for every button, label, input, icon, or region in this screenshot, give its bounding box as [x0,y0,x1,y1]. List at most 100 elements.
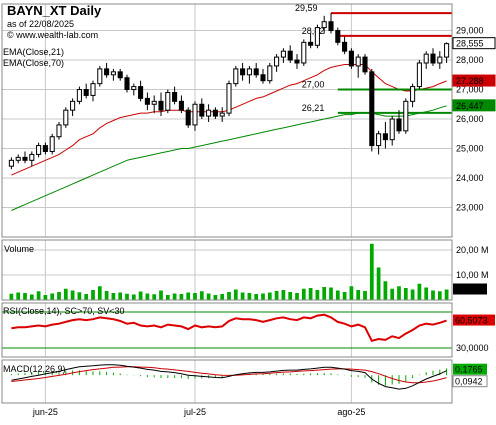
volume-bar [193,293,197,300]
candle-down [342,41,348,52]
candle-up [29,153,35,161]
volume-bar [206,293,211,300]
price-tick-label: 26,000 [456,114,484,124]
volume-bar [111,293,116,300]
volume-bar [220,294,225,300]
volume-bar [159,290,163,300]
candle-up [56,124,62,138]
volume-bar [410,289,415,300]
as-of-date: as of 22/08/2025 [7,19,74,29]
volume-bar [403,288,408,300]
rsi-frame [1,302,453,358]
candle-down [42,145,48,152]
candle-up [36,145,42,155]
pane-frames: jun-25 jul-25 ago-25 23,000 24,000 25,000 26,0… [1,3,496,417]
ema70-label: EMA(Close,70) [3,58,64,68]
candle-down [172,91,178,102]
candle-down [348,50,354,67]
volume-bar [57,292,61,300]
volume-bar [23,293,27,300]
macd-last-box [453,363,487,375]
volume-bar [9,293,14,300]
volume-bar [376,267,381,300]
volume-bar [70,290,75,300]
volume-bar [281,290,286,300]
volume-bar [152,294,157,300]
volume-bar [295,293,299,300]
candle-up [110,71,116,76]
candle-up [321,21,327,29]
candle-down [178,100,184,111]
macd-title: MACD(12,26,9) [3,364,66,374]
candle-up [314,27,320,46]
volume-tick-label: 10,00 M [456,270,489,280]
ema70-line [11,105,447,211]
candle-up [63,109,69,126]
volume-bar [444,289,449,300]
volume-bar [36,291,41,300]
volume-bar [424,287,429,300]
rsi-title: RSI(Close,14), SC>70, SV<30 [3,306,125,316]
price-pane: 29,59 28,82 27,00 26,21 [8,3,452,211]
candle-down [83,89,89,96]
volume-last-label: 4,20 M [455,285,483,295]
volume-bar [247,293,252,300]
volume-bar [97,286,102,300]
candle-up [233,68,239,85]
candle-down [22,156,28,161]
volume-tick-label: 20,00 M [456,245,489,255]
volume-bar [43,295,48,300]
candle-down [335,30,341,43]
candle-up [219,112,225,117]
volume-bar [131,294,136,300]
vol-frame [1,239,453,301]
candle-up [267,65,273,82]
level-label: 29,59 [295,3,318,13]
candle-down [240,68,246,76]
candle-down [308,41,314,46]
candle-down [104,68,110,76]
volume-bar [125,293,129,300]
candle-down [117,71,123,79]
volume-bar [29,294,34,300]
last-value-box-ema21 [452,74,496,87]
candle-down [369,71,375,147]
candle-down [382,133,388,141]
rsi-last-box [453,314,495,326]
candle-down [260,74,266,82]
candle-up [376,133,382,147]
macd-signal-last-box [452,375,488,388]
volume-bar [274,291,279,300]
volume-bar [301,288,306,300]
volume-bar [431,290,435,300]
volume-bar [383,281,388,300]
candle-down [144,97,150,105]
volume-bar [254,294,259,300]
candle-up [192,103,198,126]
candle-up [131,86,137,91]
last-value-box-price [452,37,496,50]
volume-bar [342,292,347,300]
volume-bar [240,292,245,300]
macd-signal-line [11,366,447,384]
rsi-last-label: 60,5073 [455,316,488,326]
price-tick-label: 25,000 [456,144,484,154]
candle-up [410,86,416,102]
candle-up [151,100,157,105]
price-tick-label: 27,000 [456,85,484,95]
candle-up [226,83,232,114]
volume-bar [335,290,340,300]
volume-bar [16,292,21,300]
volume-bar [145,293,150,300]
candle-up [165,91,171,111]
x-axis-label: jun-25 [32,407,58,417]
volume-bar [138,291,143,300]
volume-bar [233,289,238,300]
candle-down [253,68,259,76]
volume-bar [267,292,272,300]
candle-up [70,100,76,111]
volume-bar [172,293,177,300]
candle-up [423,53,429,64]
macd-pane [10,364,448,390]
volume-title: Volume [4,244,34,254]
